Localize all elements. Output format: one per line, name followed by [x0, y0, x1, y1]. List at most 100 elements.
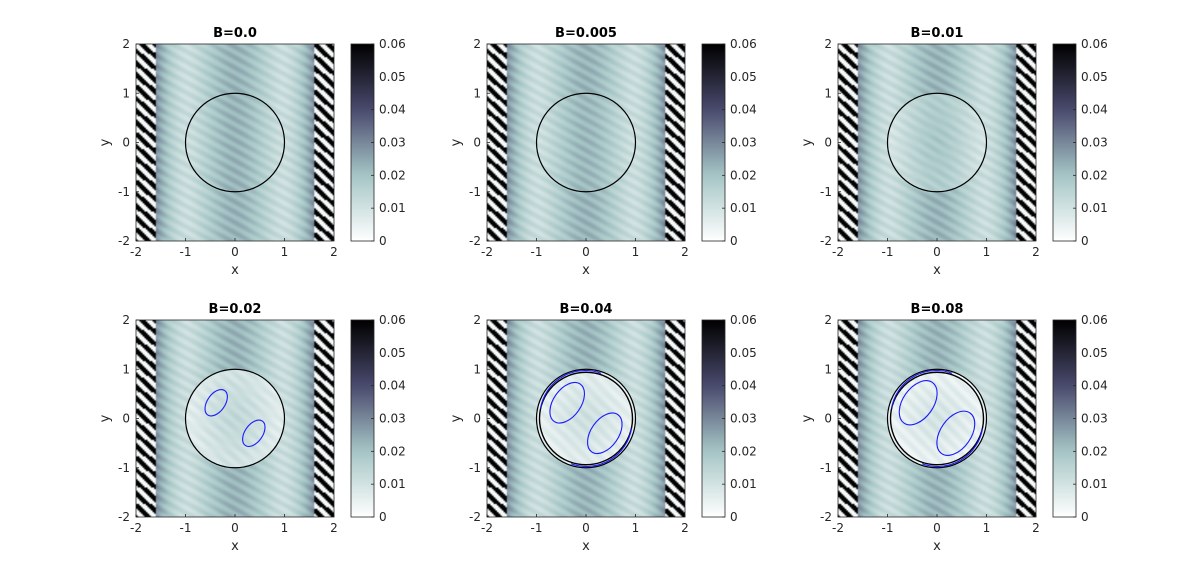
- colorbar-tick-label: 0.05: [1081, 70, 1108, 84]
- subplot: -2 -1 0 1 2 -2 -1 0 1 2 B=0.005 x y 0 0.01 0.02 0.03 0.04…: [449, 26, 757, 278]
- colorbar-tick-label: 0.01: [1081, 201, 1108, 215]
- colorbar-tick-label: 0: [1081, 510, 1089, 524]
- subplot: -2 -1 0 1 2 -2 -1 0 1 2 B=0.04 x y 0 0.01 0.02 0.03 0.04 0…: [449, 302, 757, 554]
- x-tick-label: 0: [231, 245, 239, 259]
- y-tick-label: -1: [118, 461, 130, 475]
- x-tick-label: -1: [180, 245, 192, 259]
- boundary-circle: [886, 92, 988, 193]
- colorbar-tick-label: 0.04: [730, 379, 757, 393]
- y-tick-label: 0: [824, 136, 832, 150]
- x-tick-label: -2: [130, 245, 142, 259]
- x-tick-label: 0: [582, 521, 590, 535]
- x-tick-label: -1: [882, 521, 894, 535]
- x-tick-label: 1: [632, 245, 640, 259]
- inner-boundary: [538, 371, 634, 466]
- contour-line: [204, 389, 228, 417]
- colorbar-tick-label: 0.05: [379, 70, 406, 84]
- colorbar-tick-label: 0: [730, 510, 738, 524]
- colorbar-tick-label: 0: [1081, 234, 1089, 248]
- colorbar-tick-label: 0.03: [730, 412, 757, 426]
- x-tick-label: -2: [481, 245, 493, 259]
- subplot-title: B=0.0: [213, 26, 257, 41]
- colorbar-tick-label: 0.05: [730, 70, 757, 84]
- x-tick-label: 2: [1032, 245, 1040, 259]
- x-axis-label: x: [582, 539, 590, 554]
- x-tick-label: 2: [330, 245, 338, 259]
- colorbar: [1052, 43, 1077, 242]
- colorbar: [701, 43, 726, 242]
- x-tick-label: -2: [130, 521, 142, 535]
- x-tick-label: 0: [933, 245, 941, 259]
- y-tick-label: 1: [122, 86, 130, 100]
- colorbar-tick-label: 0.01: [730, 201, 757, 215]
- colorbar-tick-label: 0.06: [730, 313, 757, 327]
- colorbar-tick-label: 0.05: [379, 346, 406, 360]
- colorbar-tick-label: 0.04: [379, 103, 406, 117]
- contour-line: [921, 428, 984, 468]
- heatmap-image: [136, 44, 334, 241]
- colorbar-tick-label: 0.02: [1081, 444, 1108, 458]
- contour-line: [570, 428, 633, 468]
- contour-line: [242, 419, 266, 448]
- colorbar-tick-label: 0.06: [730, 37, 757, 51]
- colorbar-tick-label: 0.04: [730, 103, 757, 117]
- y-tick-label: 2: [122, 313, 130, 327]
- x-axis-label: x: [933, 263, 941, 278]
- x-tick-label: 2: [681, 521, 689, 535]
- subplot: -2 -1 0 1 2 -2 -1 0 1 2 B=0.08 x y 0 0.01 0.02 0.03 0.04 0…: [800, 302, 1108, 554]
- subplot-title: B=0.04: [560, 302, 613, 317]
- x-tick-label: 1: [281, 245, 289, 259]
- colorbar-tick-label: 0.02: [730, 168, 757, 182]
- colorbar: [350, 319, 375, 518]
- y-tick-label: -2: [118, 234, 130, 248]
- y-tick-label: 0: [473, 412, 481, 426]
- subplot: -2 -1 0 1 2 -2 -1 0 1 2 B=0.0 x y 0 0.01 0.02 0.03 0.04 0.…: [98, 26, 406, 278]
- x-tick-label: 2: [1032, 521, 1040, 535]
- y-tick-label: 0: [473, 136, 481, 150]
- colorbar-tick-label: 0.06: [1081, 37, 1108, 51]
- y-tick-label: 1: [473, 362, 481, 376]
- colorbar: [701, 319, 726, 518]
- y-tick-label: -2: [118, 510, 130, 524]
- colorbar-tick-label: 0.06: [379, 313, 406, 327]
- y-tick-label: 1: [122, 362, 130, 376]
- colorbar-tick-label: 0.03: [379, 412, 406, 426]
- contour-line: [586, 412, 623, 455]
- colorbar-tick-label: 0: [379, 510, 387, 524]
- y-tick-label: -2: [820, 510, 832, 524]
- contour-line: [898, 380, 938, 426]
- x-tick-label: 2: [681, 245, 689, 259]
- boundary-circle: [886, 368, 988, 469]
- colorbar-tick-label: 0: [379, 234, 387, 248]
- y-tick-label: 0: [824, 412, 832, 426]
- colorbar-tick-label: 0.02: [730, 444, 757, 458]
- y-tick-label: 2: [473, 37, 481, 51]
- colorbar-tick-label: 0.02: [379, 168, 406, 182]
- x-tick-label: 1: [281, 521, 289, 535]
- inner-boundary: [889, 371, 985, 466]
- y-tick-label: -1: [469, 185, 481, 199]
- contour-line: [936, 410, 976, 456]
- y-tick-label: 1: [824, 362, 832, 376]
- colorbar: [350, 43, 375, 242]
- colorbar-tick-label: 0: [730, 234, 738, 248]
- y-axis-label: y: [449, 414, 464, 422]
- x-tick-label: -1: [882, 245, 894, 259]
- y-tick-label: -2: [469, 234, 481, 248]
- y-tick-label: 1: [824, 86, 832, 100]
- subplot-title: B=0.005: [555, 26, 617, 41]
- colorbar-tick-label: 0.03: [379, 136, 406, 150]
- boundary-circle: [535, 92, 637, 193]
- y-tick-label: 1: [473, 86, 481, 100]
- y-axis-label: y: [98, 138, 113, 146]
- y-tick-label: 2: [122, 37, 130, 51]
- y-axis-label: y: [800, 138, 815, 146]
- y-tick-label: -1: [820, 185, 832, 199]
- colorbar-tick-label: 0.06: [379, 37, 406, 51]
- colorbar-tick-label: 0.05: [730, 346, 757, 360]
- contour-line: [890, 369, 953, 409]
- colorbar-tick-label: 0.03: [1081, 136, 1108, 150]
- x-tick-label: 1: [983, 521, 991, 535]
- y-tick-label: -2: [820, 234, 832, 248]
